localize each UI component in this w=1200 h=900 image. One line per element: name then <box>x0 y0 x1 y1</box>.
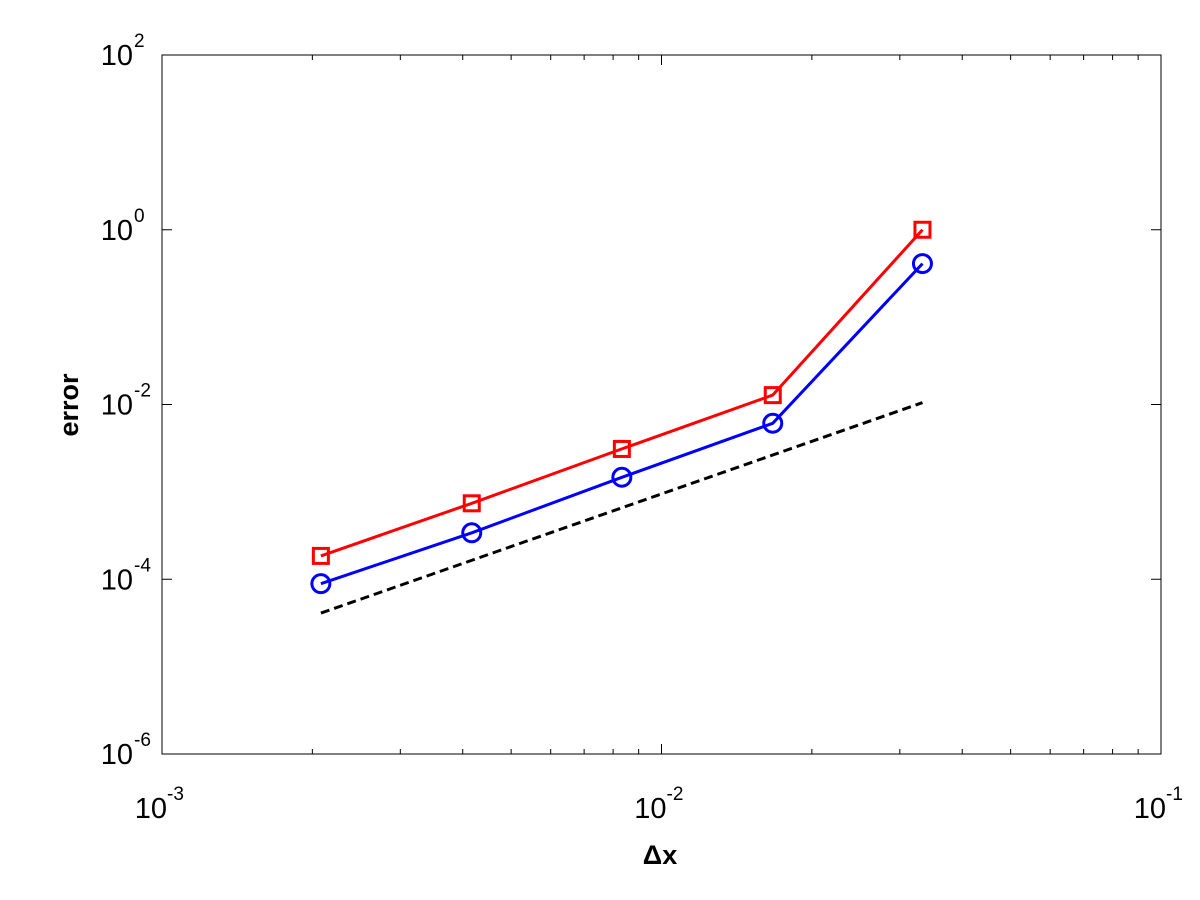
square-marker <box>311 546 330 565</box>
svg-text:10: 10 <box>101 215 133 247</box>
circle-marker <box>611 466 633 488</box>
svg-text:10: 10 <box>101 564 133 596</box>
circle-marker <box>911 253 933 275</box>
series-none-dashed <box>320 401 923 615</box>
svg-text:-1: -1 <box>1166 784 1183 805</box>
y-tick-label: 10 -6 <box>101 730 151 771</box>
x-tick-label: 10 -1 <box>1134 784 1183 825</box>
series-line <box>320 262 924 586</box>
series-line <box>320 228 924 558</box>
svg-text:2: 2 <box>134 31 145 52</box>
svg-text:-2: -2 <box>667 784 684 805</box>
svg-text:-2: -2 <box>134 381 151 402</box>
square-marker <box>913 220 932 239</box>
circle-marker <box>762 412 784 434</box>
x-axis-label: Δx <box>643 840 677 870</box>
square-marker <box>763 386 782 405</box>
y-axis-label: error <box>54 373 84 437</box>
circle-marker <box>310 573 332 595</box>
circle-marker <box>461 522 483 544</box>
axis-tick-labels: 10 -3 10 -2 10 -110 -610 -410 -210 010 2 <box>101 31 1183 825</box>
svg-text:-6: -6 <box>134 730 151 751</box>
svg-text:-3: -3 <box>167 784 184 805</box>
axis-ticks <box>162 55 1161 754</box>
svg-text:10: 10 <box>135 793 167 825</box>
y-tick-label: 10 2 <box>101 31 145 72</box>
x-tick-label: 10 -2 <box>634 784 683 825</box>
x-tick-label: 10 -3 <box>135 784 184 825</box>
series-line <box>320 401 923 615</box>
svg-text:0: 0 <box>134 206 145 227</box>
svg-text:10: 10 <box>101 40 133 72</box>
svg-text:10: 10 <box>101 390 133 422</box>
y-tick-label: 10 -2 <box>101 381 151 422</box>
svg-text:10: 10 <box>634 793 666 825</box>
series-square-solid <box>311 220 932 565</box>
data-series <box>310 220 933 615</box>
square-marker <box>462 494 481 513</box>
svg-text:10: 10 <box>101 739 133 771</box>
svg-text:-4: -4 <box>134 555 151 576</box>
svg-text:10: 10 <box>1134 793 1166 825</box>
y-tick-label: 10 0 <box>101 206 145 247</box>
y-tick-label: 10 -4 <box>101 555 152 596</box>
series-circle-solid <box>310 253 933 595</box>
square-marker <box>612 439 631 458</box>
